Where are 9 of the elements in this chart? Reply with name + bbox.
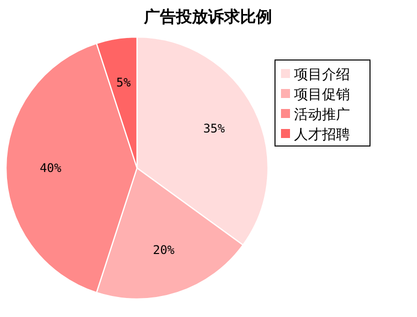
legend-label: 项目促销 [294, 87, 350, 103]
data-label: 20% [152, 243, 176, 258]
chart-title: 广告投放诉求比例 [143, 7, 272, 26]
legend-label: 人才招聘 [294, 127, 350, 143]
data-label: 35% [203, 122, 226, 136]
data-label: 40% [40, 161, 62, 175]
legend-label: 活动推广 [294, 107, 350, 123]
legend-label: 项目介绍 [294, 67, 350, 83]
data-label: 5% [116, 76, 132, 90]
